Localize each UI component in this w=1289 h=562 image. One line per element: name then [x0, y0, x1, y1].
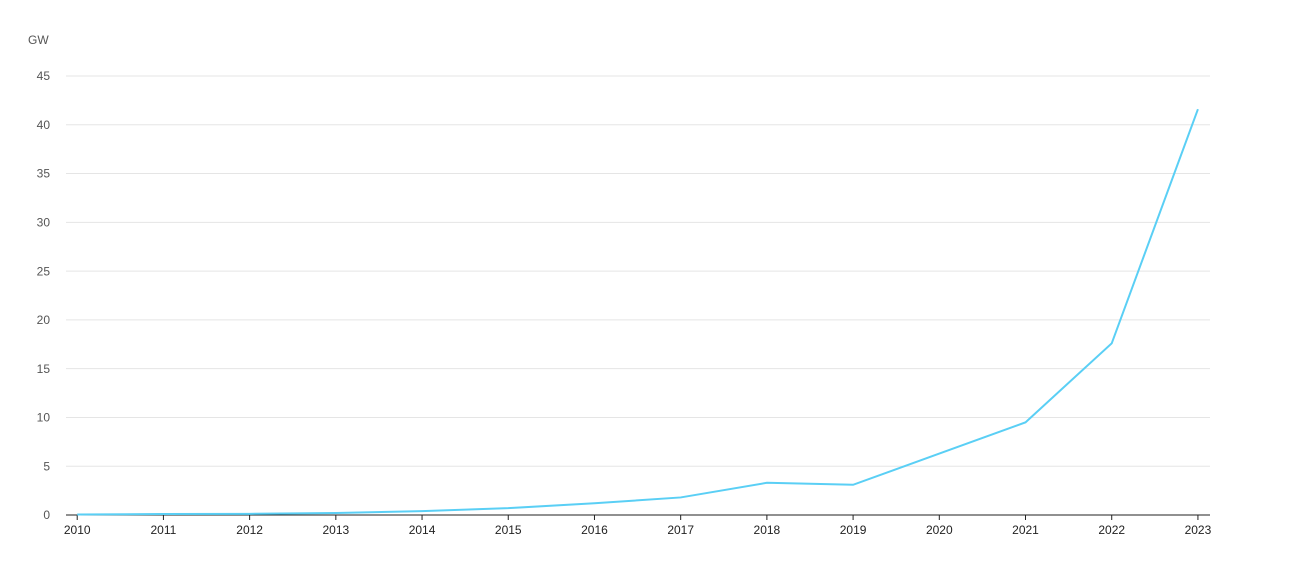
y-tick-label: 10: [37, 411, 51, 425]
x-tick-label: 2013: [322, 523, 349, 537]
x-tick-label: 2011: [151, 523, 177, 537]
y-tick-label: 25: [37, 264, 51, 278]
x-tick-label: 2023: [1185, 523, 1212, 537]
x-tick-label: 2022: [1098, 523, 1125, 537]
x-tick-label: 2020: [926, 523, 953, 537]
x-tick-label: 2018: [754, 523, 781, 537]
y-axis-label: GW: [28, 33, 49, 47]
x-tick-label: 2021: [1012, 523, 1039, 537]
y-tick-label: 15: [37, 362, 51, 376]
y-tick-label: 0: [43, 508, 50, 522]
y-tick-label: 5: [43, 459, 50, 473]
line: [77, 108, 1199, 516]
x-tick-label: 2017: [667, 523, 694, 537]
x-tick-label: 2010: [64, 523, 91, 537]
x-tick-label: 2012: [236, 523, 263, 537]
x-tick-label: 2015: [495, 523, 522, 537]
y-tick-label: 20: [37, 313, 51, 327]
x-tick-label: 2016: [581, 523, 608, 537]
x-tick-label: 2014: [409, 523, 436, 537]
x-tick-label: 2019: [840, 523, 867, 537]
y-tick-label: 45: [37, 69, 51, 83]
y-tick-label: 30: [37, 216, 51, 230]
y-tick-label: 35: [37, 167, 51, 181]
y-tick-label: 40: [37, 118, 51, 132]
